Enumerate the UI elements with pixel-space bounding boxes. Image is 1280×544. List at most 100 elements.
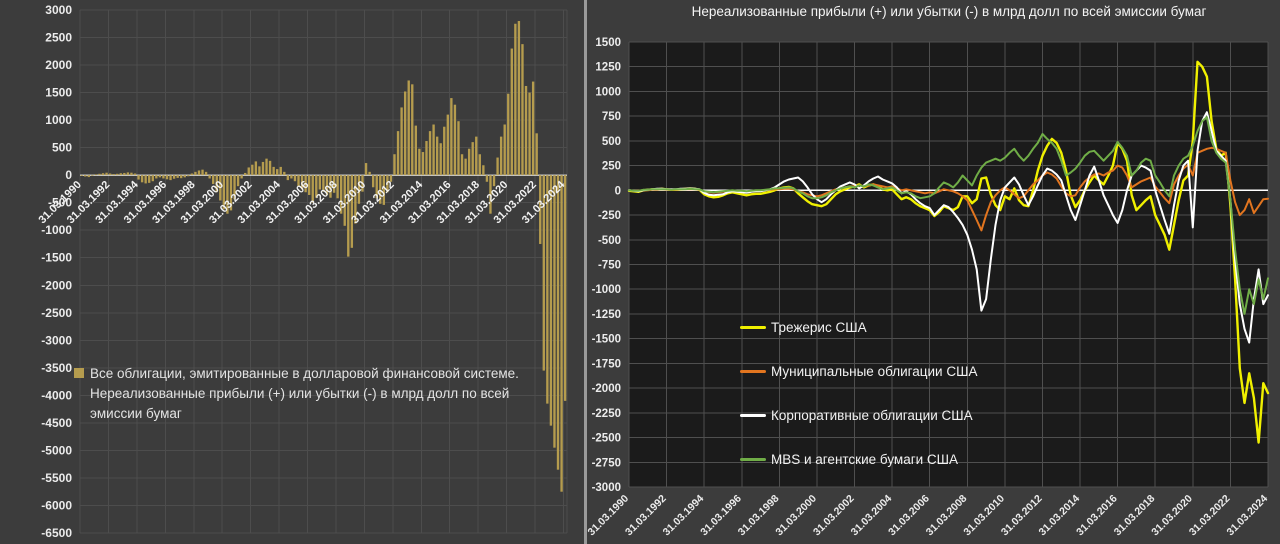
bar bbox=[137, 175, 140, 180]
bar bbox=[190, 173, 194, 176]
bar bbox=[347, 175, 350, 257]
bar bbox=[361, 175, 364, 192]
y-axis-tick-label: -1000 bbox=[592, 284, 621, 296]
y-axis-tick-label: -250 bbox=[598, 210, 621, 222]
y-axis-tick-label: -5000 bbox=[41, 443, 72, 457]
right-chart-legend: Трежерис США Муниципальные облигации США К… bbox=[740, 318, 977, 494]
bar bbox=[308, 175, 311, 195]
bar bbox=[332, 175, 336, 193]
bar bbox=[172, 175, 176, 179]
bar bbox=[226, 175, 229, 214]
y-axis-tick-label: -6000 bbox=[41, 498, 72, 512]
bar bbox=[514, 23, 517, 176]
y-axis-tick-label: -2250 bbox=[592, 408, 621, 420]
bar bbox=[236, 175, 240, 187]
bar bbox=[336, 175, 339, 199]
bar bbox=[240, 175, 243, 179]
y-axis-tick-label: -750 bbox=[598, 260, 621, 272]
bar bbox=[112, 174, 115, 176]
bar bbox=[130, 172, 133, 176]
bar bbox=[247, 167, 250, 176]
bar bbox=[354, 175, 357, 224]
bar bbox=[233, 175, 236, 200]
bar bbox=[386, 175, 389, 193]
bar bbox=[546, 175, 549, 404]
bar bbox=[435, 136, 439, 176]
bar bbox=[443, 126, 446, 176]
bar bbox=[251, 164, 254, 176]
bar bbox=[98, 173, 101, 176]
bar bbox=[453, 104, 457, 176]
bar bbox=[212, 175, 215, 184]
bar bbox=[428, 131, 432, 176]
bar bbox=[496, 157, 499, 176]
series-line-3 bbox=[628, 116, 1269, 315]
bar bbox=[119, 173, 122, 176]
y-axis-tick-label: 3000 bbox=[45, 3, 72, 17]
bar bbox=[407, 80, 410, 176]
legend-label: Все облигации, эмитированные в долларово… bbox=[90, 366, 519, 421]
legend-swatch bbox=[740, 369, 766, 373]
bar bbox=[183, 175, 186, 178]
legend-swatch bbox=[740, 457, 766, 461]
y-axis-tick-label: 750 bbox=[602, 111, 621, 123]
legend-item: MBS и агентские бумаги США bbox=[740, 450, 977, 468]
bar bbox=[531, 81, 535, 176]
legend-item: Корпоративные облигации США bbox=[740, 406, 977, 424]
bar bbox=[283, 171, 286, 176]
y-axis-tick-label: -2000 bbox=[41, 278, 72, 292]
bar bbox=[368, 171, 371, 176]
bar bbox=[485, 175, 489, 182]
bar bbox=[322, 175, 325, 192]
bar bbox=[421, 152, 425, 176]
bar bbox=[219, 175, 222, 201]
bar bbox=[265, 158, 268, 176]
bar bbox=[201, 169, 204, 176]
bar bbox=[396, 131, 400, 176]
bar bbox=[148, 175, 151, 183]
bar bbox=[379, 175, 382, 204]
bar bbox=[126, 172, 130, 176]
bar bbox=[101, 173, 105, 176]
bar bbox=[244, 172, 247, 176]
legend-item: Трежерис США bbox=[740, 318, 977, 336]
bar bbox=[176, 175, 179, 178]
legend-swatch bbox=[74, 368, 84, 378]
bar bbox=[393, 154, 396, 176]
bar bbox=[215, 175, 218, 193]
bar bbox=[279, 166, 282, 176]
bar bbox=[194, 171, 197, 176]
y-axis-tick-label: 500 bbox=[52, 141, 72, 155]
y-axis-tick-label: 2000 bbox=[45, 58, 72, 72]
bar bbox=[272, 166, 275, 176]
bar bbox=[276, 169, 279, 176]
y-axis-tick-label: -3000 bbox=[592, 482, 621, 494]
bar bbox=[208, 175, 211, 179]
bar bbox=[439, 143, 442, 176]
y-axis-tick-label: -1750 bbox=[592, 358, 621, 370]
bar bbox=[517, 21, 521, 176]
bar bbox=[116, 173, 119, 176]
y-axis-tick-label: -4000 bbox=[41, 388, 72, 402]
bar bbox=[553, 175, 556, 448]
bar bbox=[549, 175, 553, 426]
bar bbox=[158, 175, 162, 178]
bar bbox=[329, 175, 332, 198]
bar bbox=[293, 175, 297, 182]
bar bbox=[425, 141, 428, 176]
bar bbox=[180, 175, 183, 179]
bar bbox=[300, 175, 304, 190]
bar bbox=[318, 175, 322, 190]
bar bbox=[535, 133, 538, 176]
bar bbox=[489, 175, 492, 214]
y-axis-tick-label: 1500 bbox=[45, 86, 72, 100]
right-line-chart: 1500 1250 1000 750 500 250 0 -250 -500 -750 -1000 -… bbox=[585, 37, 1270, 538]
y-axis-tick-label: 1500 bbox=[595, 37, 621, 49]
bar bbox=[290, 175, 293, 179]
bar bbox=[84, 175, 87, 177]
bar bbox=[94, 174, 98, 176]
bar bbox=[521, 44, 524, 176]
bar bbox=[471, 142, 474, 176]
y-axis-tick-label: 1000 bbox=[595, 86, 621, 98]
bar bbox=[315, 175, 318, 198]
